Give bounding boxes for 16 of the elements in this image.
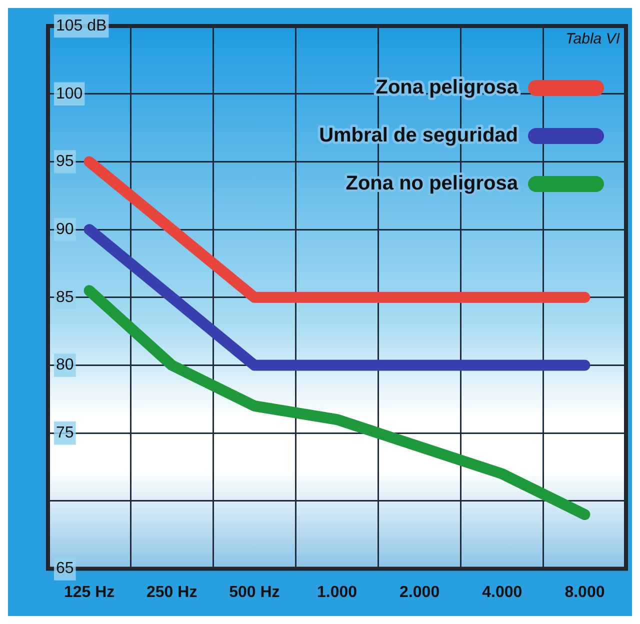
y-tick-label: 80 — [56, 356, 74, 374]
y-tick-label: 65 — [56, 560, 74, 578]
x-tick-label: 1.000 — [316, 584, 358, 601]
x-tick-label: 500 Hz — [229, 584, 280, 601]
y-tick-label: 85 — [56, 288, 74, 306]
x-tick-label: 4.000 — [482, 584, 522, 601]
y-tick-label: 95 — [56, 153, 74, 170]
annotation: Tabla VI — [566, 30, 620, 48]
y-tick-label: 105 dB — [56, 17, 107, 34]
x-tick-label: 8.000 — [564, 584, 605, 601]
y-tick-label: 100 — [56, 85, 83, 102]
x-tick-label: 250 Hz — [146, 584, 198, 601]
x-tick-label: 125 Hz — [64, 584, 115, 601]
x-tick-label: 2.000 — [400, 584, 440, 601]
y-tick-label: 75 — [56, 424, 74, 442]
y-tick-label: 90 — [56, 220, 74, 238]
